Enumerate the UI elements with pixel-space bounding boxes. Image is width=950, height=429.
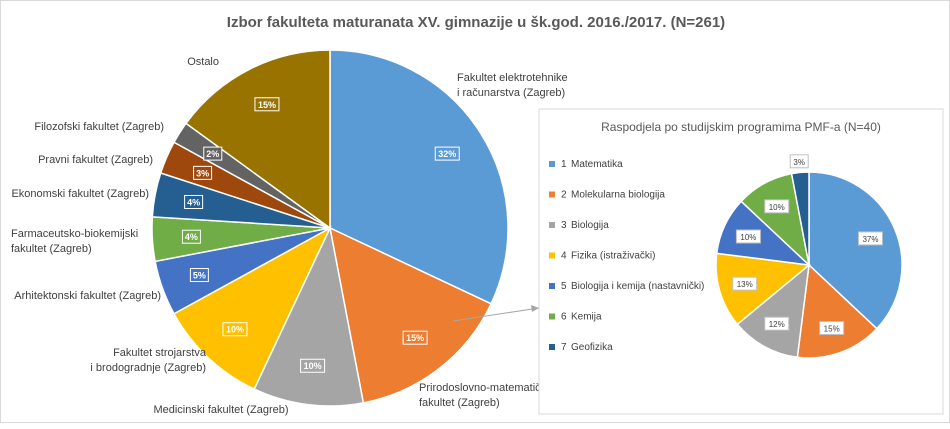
main-data-label: 5%: [193, 271, 206, 281]
main-data-label: 4%: [185, 232, 198, 242]
main-data-label-box: [189, 268, 209, 283]
main-slice: [184, 49, 331, 230]
sub-data-label-box: [732, 276, 758, 291]
main-category-label-line: i računarstva (Zagreb): [457, 87, 565, 99]
main-data-label-box: [300, 358, 326, 373]
sub-data-label: 10%: [769, 203, 785, 212]
sub-slice: [715, 252, 811, 326]
main-data-label-box: [184, 194, 204, 209]
legend-label: Matematika: [571, 159, 623, 170]
sub-data-label: 13%: [737, 280, 753, 289]
legend-swatch: [549, 191, 555, 198]
main-category-label: Ostalo: [187, 56, 219, 68]
main-category-label-line: Medicinski fakultet (Zagreb): [153, 404, 288, 416]
sub-pie: 37% 15% 12% 13% 10% 10% 3%: [715, 154, 903, 359]
main-category-label-line: i brodogradnje (Zagreb): [90, 362, 206, 374]
legend-swatch: [549, 222, 555, 228]
main-data-label-box: [254, 97, 280, 112]
main-category-label-line: Filozofski fakultet (Zagreb): [34, 121, 164, 133]
main-category-label: Prirodoslovno-matematički fakultet (Zagre…: [419, 382, 549, 409]
main-category-label: Ekonomski fakultet (Zagreb): [11, 188, 149, 200]
sub-slice: [796, 263, 878, 359]
sub-slice: [808, 171, 903, 330]
main-category-label-line: Farmaceutsko-biokemijski: [11, 228, 138, 240]
main-data-label: 3%: [196, 168, 209, 178]
connector-line: [452, 307, 540, 322]
sub-data-label-box: [735, 229, 761, 244]
main-data-label-box: [203, 146, 223, 161]
sub-slice: [736, 263, 810, 359]
main-slice: [253, 225, 365, 407]
sub-data-label-box: [764, 316, 790, 331]
legend-number: 4: [561, 251, 567, 262]
sub-data-label: 12%: [769, 320, 785, 329]
sub-data-label: 3%: [793, 158, 805, 167]
main-category-label: Fakultet elektrotehnike i računarstva (Za…: [457, 72, 568, 99]
legend-swatch: [549, 344, 555, 350]
main-data-label: 15%: [258, 100, 276, 110]
main-category-label-line: Fakultet elektrotehnike: [457, 72, 568, 84]
main-data-label: 15%: [406, 333, 424, 343]
main-category-label: Pravni fakultet (Zagreb): [38, 154, 153, 166]
legend-number: 3: [561, 220, 567, 231]
main-slice: [172, 226, 332, 391]
main-data-label-box: [222, 322, 248, 337]
main-category-label-line: Fakultet strojarstva: [113, 347, 207, 359]
legend-label: Biologija: [571, 220, 609, 231]
main-category-label: Filozofski fakultet (Zagreb): [34, 121, 164, 133]
main-data-label-box: [181, 229, 201, 244]
legend-number: 7: [561, 342, 567, 353]
sub-slice: [790, 171, 810, 266]
main-data-label: 32%: [438, 149, 456, 159]
sub-data-label-box: [857, 231, 883, 246]
legend-label: Molekularna biologija: [571, 190, 665, 201]
legend-label: Fizika (istraživački): [571, 251, 655, 262]
main-data-label: 10%: [226, 325, 244, 335]
main-data-label-box: [434, 146, 460, 161]
legend-label: Kemija: [571, 312, 602, 323]
legend-number: 5: [561, 281, 567, 292]
sub-data-label: 10%: [740, 233, 756, 242]
legend-swatch: [549, 283, 555, 289]
main-category-label-line: fakultet (Zagreb): [419, 397, 500, 409]
main-category-label: Arhitektonski fakultet (Zagreb): [14, 290, 161, 302]
main-data-label-box: [193, 165, 213, 180]
main-category-label-line: Ostalo: [187, 56, 219, 68]
main-category-label: Farmaceutsko-biokemijski fakultet (Zagreb…: [11, 228, 138, 255]
legend-label: Biologija i kemija (nastavnički): [571, 281, 704, 292]
sub-data-label: 15%: [824, 325, 840, 334]
sub-chart-title: Raspodjela po studijskim programima PMF-…: [601, 120, 881, 134]
main-category-label-line: Ekonomski fakultet (Zagreb): [11, 188, 149, 200]
sub-data-label: 37%: [862, 235, 878, 244]
legend-number: 2: [561, 190, 567, 201]
legend-label: Geofizika: [571, 342, 613, 353]
main-category-label-line: Prirodoslovno-matematički: [419, 382, 549, 394]
main-chart-title: Izbor fakulteta maturanata XV. gimnazije…: [227, 14, 725, 31]
legend-number: 6: [561, 312, 567, 323]
main-slice: [329, 49, 509, 305]
sub-data-label-box: [819, 321, 845, 336]
main-category-label-line: Arhitektonski fakultet (Zagreb): [14, 290, 161, 302]
sub-legend: 1 Matematika 2 Molekularna biologija 3 Biolog…: [549, 159, 704, 353]
main-category-label: Medicinski fakultet (Zagreb): [153, 404, 288, 416]
legend-swatch: [549, 161, 555, 167]
main-category-labels: 32%Fakultet elektrotehnike i računarstva …: [11, 56, 568, 416]
legend-swatch: [549, 313, 555, 320]
main-category-label-line: Pravni fakultet (Zagreb): [38, 154, 153, 166]
main-pie: [151, 49, 509, 407]
main-data-label: 2%: [206, 149, 219, 159]
sub-data-label-box: [789, 154, 809, 169]
main-category-label: Fakultet strojarstva i brodogradnje (Zagr…: [90, 347, 206, 374]
legend-number: 1: [561, 159, 567, 170]
main-data-label-box: [402, 330, 428, 345]
connector-arrowhead: [531, 305, 539, 312]
legend-swatch: [549, 252, 555, 259]
main-data-label: 4%: [187, 197, 200, 207]
sub-data-label-box: [764, 199, 790, 214]
main-category-label-line: fakultet (Zagreb): [11, 243, 92, 255]
main-data-label: 10%: [304, 361, 322, 371]
